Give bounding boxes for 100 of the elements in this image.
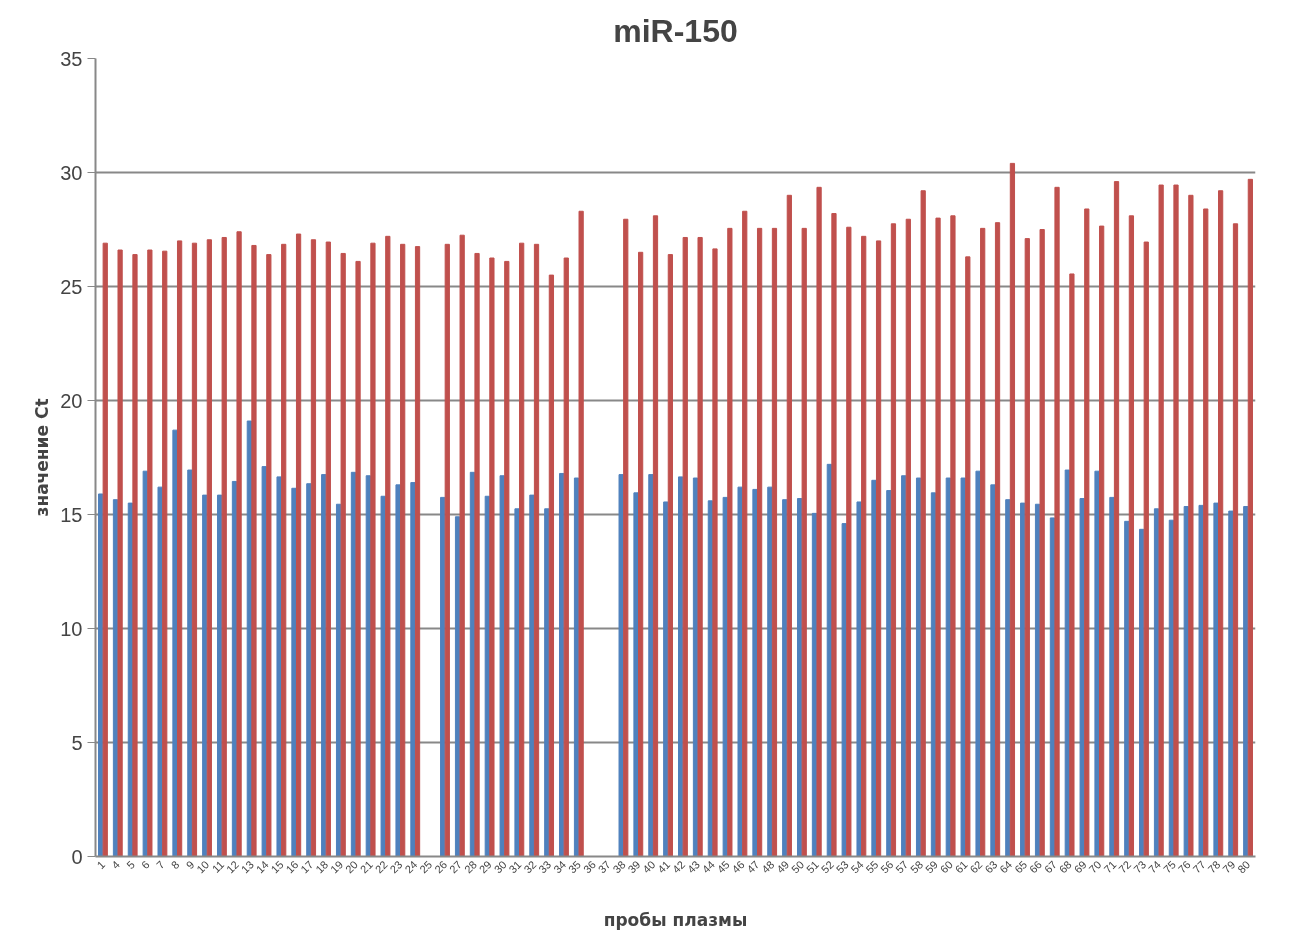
x-tick-label: 30 bbox=[491, 858, 509, 876]
bar bbox=[266, 254, 272, 857]
x-tick-label: 46 bbox=[729, 858, 747, 876]
bar bbox=[801, 227, 807, 857]
bar bbox=[1243, 506, 1249, 857]
x-tick-label: 29 bbox=[476, 858, 494, 876]
bar bbox=[187, 469, 193, 857]
bar bbox=[1084, 208, 1090, 857]
x-tick-label: 41 bbox=[655, 858, 673, 876]
bar bbox=[147, 249, 153, 857]
y-tick-label: 25 bbox=[60, 275, 83, 298]
bar bbox=[1113, 181, 1120, 857]
bar bbox=[771, 227, 778, 857]
bar bbox=[1188, 194, 1194, 857]
bar bbox=[1094, 470, 1100, 857]
bar bbox=[578, 210, 584, 857]
bar bbox=[489, 257, 495, 857]
bar bbox=[395, 484, 401, 857]
bar bbox=[905, 218, 911, 857]
bar bbox=[1218, 190, 1224, 857]
bar bbox=[786, 194, 792, 857]
x-tick-label: 40 bbox=[640, 858, 658, 876]
bar bbox=[1020, 502, 1026, 857]
bar bbox=[400, 243, 406, 857]
bar bbox=[191, 242, 198, 857]
bar bbox=[142, 470, 148, 857]
bar bbox=[1009, 162, 1016, 857]
bar bbox=[459, 234, 465, 857]
x-tick-label: 9 bbox=[183, 858, 197, 872]
bar bbox=[886, 490, 892, 857]
bar bbox=[861, 235, 867, 857]
x-tick-label: 80 bbox=[1235, 858, 1253, 876]
x-tick-label: 1 bbox=[94, 858, 108, 872]
bar bbox=[871, 479, 877, 857]
bar bbox=[370, 242, 376, 857]
y-tick-label: 20 bbox=[60, 389, 83, 412]
bar bbox=[221, 236, 227, 857]
bar bbox=[831, 213, 837, 857]
bar bbox=[667, 254, 673, 857]
x-tick-label: 15 bbox=[268, 858, 286, 876]
x-tick-label: 37 bbox=[595, 858, 613, 876]
bar bbox=[321, 474, 327, 857]
bar bbox=[1232, 223, 1239, 857]
x-tick-label: 31 bbox=[506, 858, 524, 876]
bar bbox=[697, 236, 703, 857]
x-tick-label: 23 bbox=[387, 858, 405, 876]
bar bbox=[841, 523, 847, 857]
bar bbox=[380, 495, 386, 857]
bar bbox=[474, 252, 480, 857]
bar bbox=[1247, 178, 1253, 857]
bar bbox=[663, 501, 669, 857]
bar bbox=[935, 217, 941, 857]
x-tick-label: 24 bbox=[402, 858, 420, 876]
bar bbox=[291, 487, 297, 857]
bar bbox=[782, 499, 788, 857]
bar bbox=[548, 274, 555, 857]
bar bbox=[994, 222, 1001, 857]
x-tick-label: 63 bbox=[982, 858, 1000, 876]
bar bbox=[1069, 273, 1075, 857]
x-tick-label: 49 bbox=[774, 858, 792, 876]
bar bbox=[1099, 225, 1105, 857]
bar bbox=[529, 494, 535, 857]
bar bbox=[117, 249, 123, 857]
x-tick-label: 45 bbox=[714, 858, 732, 876]
x-tick-label: 14 bbox=[253, 858, 271, 876]
x-tick-label: 76 bbox=[1175, 858, 1193, 876]
bar bbox=[856, 501, 862, 857]
y-tick-label: 15 bbox=[60, 503, 83, 526]
bar bbox=[162, 250, 168, 857]
bar bbox=[519, 242, 525, 857]
x-tick-label: 62 bbox=[967, 858, 985, 876]
bar bbox=[325, 241, 331, 857]
x-tick-label: 61 bbox=[952, 858, 970, 876]
x-tick-label: 38 bbox=[610, 858, 628, 876]
bar bbox=[1054, 186, 1060, 857]
bar bbox=[414, 246, 421, 857]
x-tick-label: 69 bbox=[1071, 858, 1089, 876]
bar bbox=[975, 470, 981, 857]
x-tick-label: 48 bbox=[759, 858, 777, 876]
bar bbox=[202, 494, 208, 857]
x-tick-label: 72 bbox=[1116, 858, 1134, 876]
x-tick-label: 39 bbox=[625, 858, 643, 876]
bar bbox=[737, 486, 743, 857]
x-tick-label: 79 bbox=[1220, 858, 1238, 876]
bar bbox=[980, 227, 986, 857]
bar bbox=[261, 466, 267, 857]
bar bbox=[295, 233, 302, 857]
bar bbox=[1109, 496, 1115, 857]
bar bbox=[890, 223, 897, 857]
bar bbox=[276, 476, 282, 857]
x-tick-label: 55 bbox=[863, 858, 881, 876]
bar bbox=[157, 486, 163, 857]
bar bbox=[544, 508, 550, 857]
bar bbox=[444, 243, 450, 857]
bar bbox=[875, 240, 882, 857]
bar bbox=[1203, 208, 1209, 857]
bar bbox=[1039, 229, 1045, 857]
bar bbox=[756, 227, 763, 857]
bar bbox=[727, 227, 733, 857]
bar bbox=[1079, 498, 1085, 857]
